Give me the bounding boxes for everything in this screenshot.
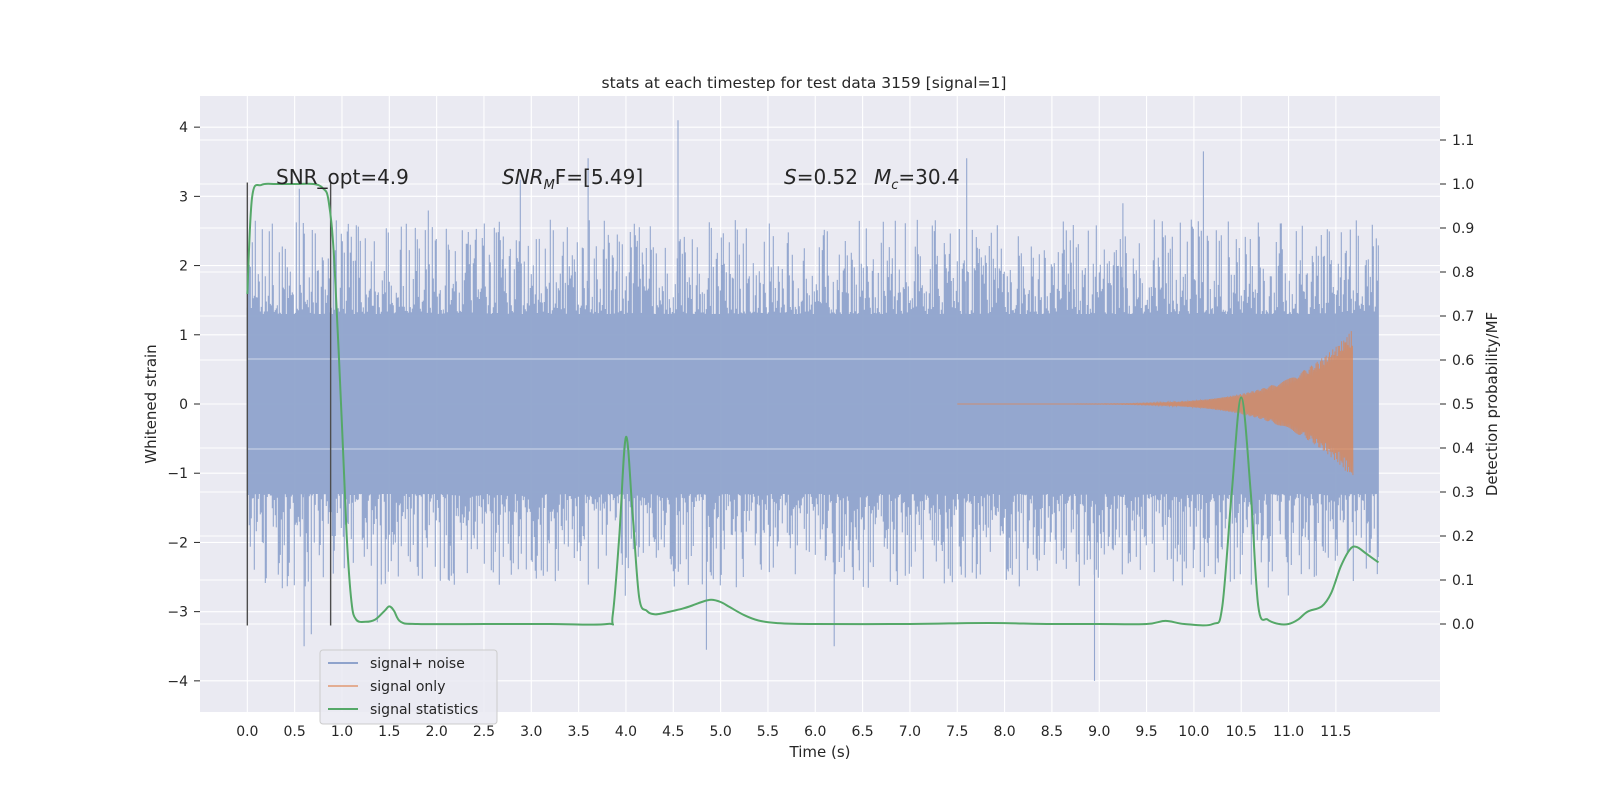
x-tick-label: 4.0 xyxy=(615,724,637,740)
y-right-tick-label: 0.4 xyxy=(1452,441,1474,457)
y-axis-label: Whitened strain xyxy=(142,344,160,463)
legend-label-statistics: signal statistics xyxy=(370,702,478,718)
x-tick-label: 5.0 xyxy=(709,724,731,740)
y-right-tick-label: 0.5 xyxy=(1452,397,1474,413)
x-tick-label: 0.5 xyxy=(284,724,306,740)
signal-only-series xyxy=(957,331,1354,476)
x-tick-label: 11.0 xyxy=(1273,724,1304,740)
x-tick-label: 10.5 xyxy=(1226,724,1257,740)
legend-box xyxy=(319,649,498,725)
y-tick-label: 1 xyxy=(179,328,188,344)
y-right-tick-label: 0.6 xyxy=(1452,353,1474,369)
annotation-snr-mf: SNRMF=[5.49] xyxy=(502,165,643,193)
x-tick-label: 7.0 xyxy=(899,724,921,740)
x-tick-label: 9.5 xyxy=(1135,724,1157,740)
y-axis-right-label: Detection probability/MF xyxy=(1483,312,1501,496)
y-tick-label: −2 xyxy=(167,535,188,551)
y-right-tick-label: 0.1 xyxy=(1452,573,1474,589)
x-tick-label: 3.0 xyxy=(520,724,542,740)
x-tick-label: 8.0 xyxy=(993,724,1015,740)
x-tick-label: 2.5 xyxy=(473,724,495,740)
x-tick-label: 10.0 xyxy=(1178,724,1209,740)
x-tick-label: 9.0 xyxy=(1088,724,1110,740)
legend: signal+ noise signal only signal statist… xyxy=(319,649,498,725)
x-tick-label: 6.5 xyxy=(851,724,873,740)
x-tick-label: 8.5 xyxy=(1041,724,1063,740)
x-axis: 0.0 0.5 1.0 1.5 2.0 2.5 3.0 3.5 4.0 4.5 5.0 5.5 6.0 6… xyxy=(236,724,1351,740)
chirp-trace xyxy=(957,331,1354,476)
y-right-tick-label: 0.9 xyxy=(1452,221,1474,237)
y-right-tick-label: 1.1 xyxy=(1452,133,1474,149)
marker-lines xyxy=(246,182,332,626)
y-right-tick-label: 0.8 xyxy=(1452,265,1474,281)
annotation-s-mc: S=0.52 Mc=30.4 xyxy=(784,165,960,193)
x-tick-label: 6.0 xyxy=(804,724,826,740)
statistics-line xyxy=(246,182,1380,627)
x-tick-label: 5.5 xyxy=(757,724,779,740)
chart-title: stats at each timestep for test data 315… xyxy=(602,74,1007,92)
x-tick-label: 7.5 xyxy=(946,724,968,740)
y-tick-label: 3 xyxy=(179,189,188,205)
y-tick-label: −3 xyxy=(167,605,188,621)
x-tick-label: 2.0 xyxy=(426,724,448,740)
x-axis-label: Time (s) xyxy=(789,743,851,761)
x-tick-label: 4.5 xyxy=(662,724,684,740)
signal-statistics-series xyxy=(246,182,1380,627)
x-tick-label: 11.5 xyxy=(1320,724,1351,740)
y-tick-label: −4 xyxy=(167,674,188,690)
y-tick-label: 4 xyxy=(179,120,188,136)
y-tick-label: 0 xyxy=(179,397,188,413)
y-right-tick-label: 1.0 xyxy=(1452,177,1474,193)
x-tick-label: 3.5 xyxy=(567,724,589,740)
legend-label-signal-only: signal only xyxy=(370,679,445,695)
y-right-tick-label: 0.2 xyxy=(1452,529,1474,545)
x-tick-label: 0.0 xyxy=(236,724,258,740)
y-tick-label: −1 xyxy=(167,466,188,482)
y-right-tick-label: 0.0 xyxy=(1452,617,1474,633)
annotation-snr-opt: SNR_opt=4.9 xyxy=(276,165,409,189)
y-right-tick-label: 0.7 xyxy=(1452,309,1474,325)
y-tick-label: 2 xyxy=(179,259,188,275)
x-tick-label: 1.5 xyxy=(378,724,400,740)
y-axis-left: 4 3 2 1 0 −1 −2 −3 −4 xyxy=(167,120,200,690)
y-right-tick-label: 0.3 xyxy=(1452,485,1474,501)
x-tick-label: 1.0 xyxy=(331,724,353,740)
legend-label-noise: signal+ noise xyxy=(370,656,465,672)
y-axis-right: 1.1 1.0 0.9 0.8 0.7 0.6 0.5 0.4 0.3 0.2 0.1 0.0 xyxy=(1440,133,1474,633)
